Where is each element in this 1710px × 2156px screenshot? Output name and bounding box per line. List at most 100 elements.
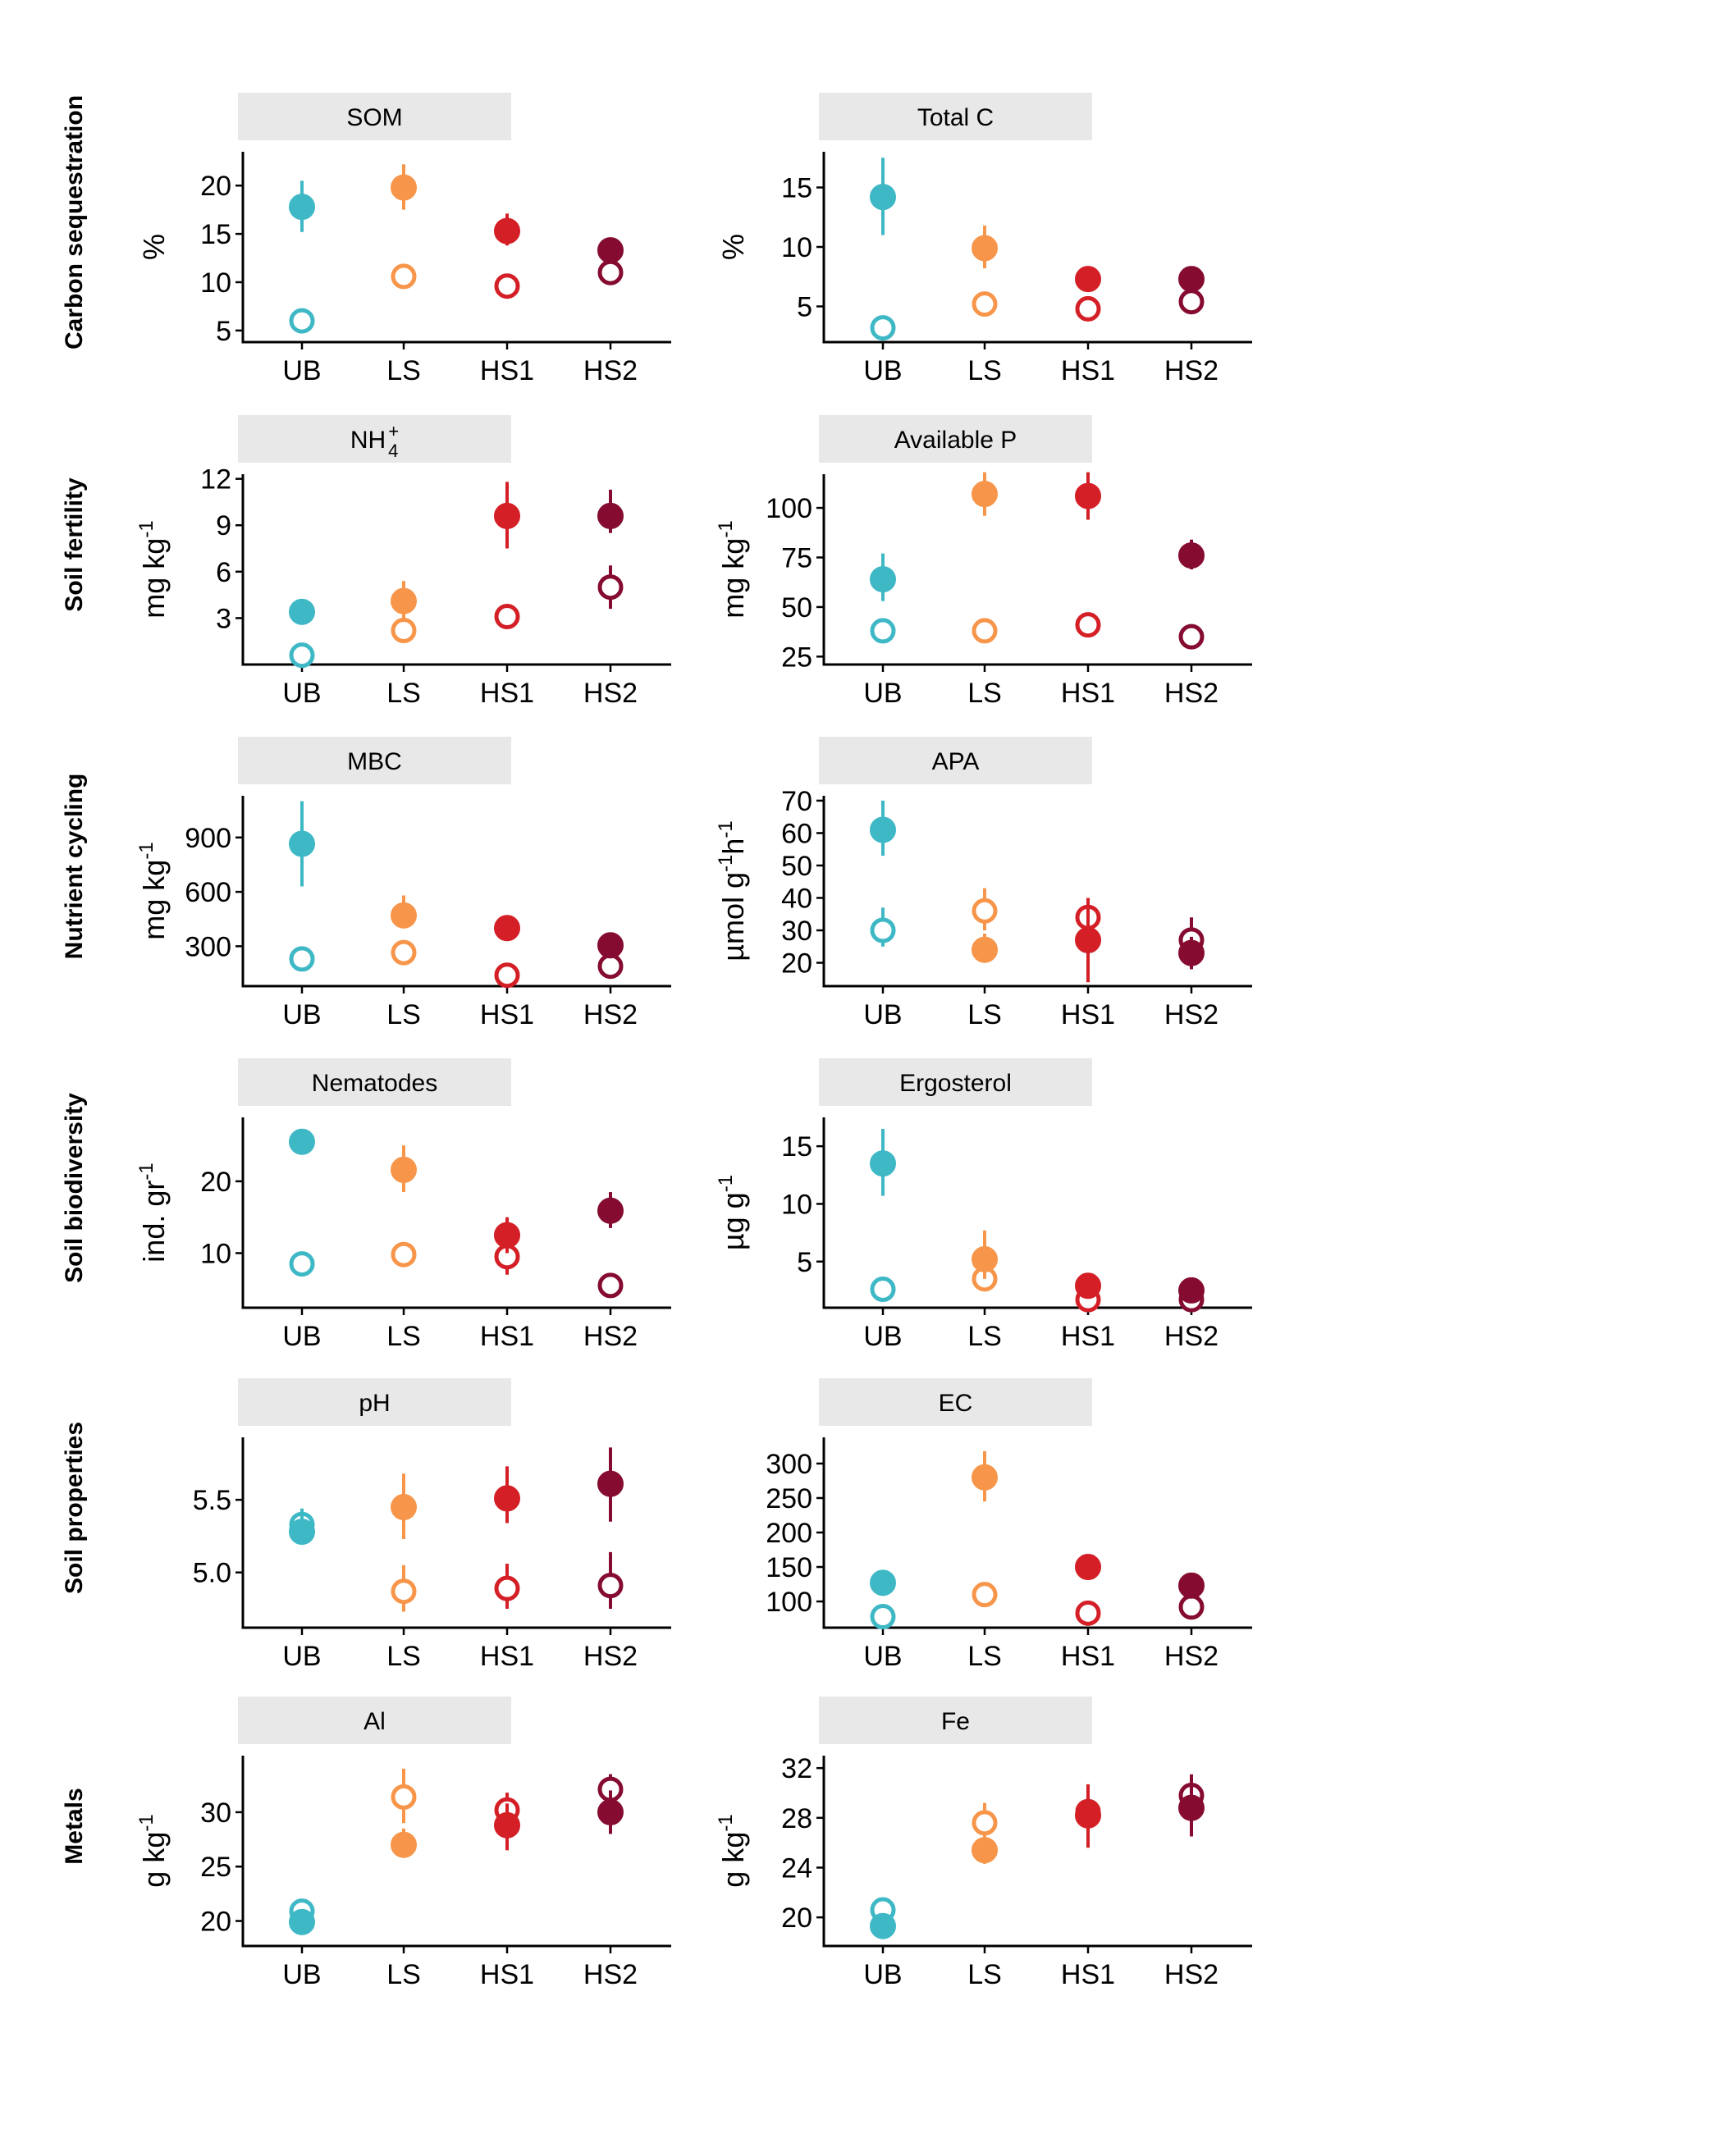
y-tick-label: 5 <box>216 316 231 347</box>
panel-available-p: Available P 25 50 75 100 UB LS HS1 HS2 mg kg-1 <box>715 415 1252 709</box>
point-filled <box>391 902 417 929</box>
y-tick-label: 30 <box>200 1797 231 1829</box>
y-tick-label: 300 <box>766 1449 812 1480</box>
row-label: Soil fertility <box>61 477 88 612</box>
panel-mbc: MBC 300 600 900 UB LS HS1 HS2 mg kg-1 <box>135 737 671 1030</box>
y-tick-label: 5.5 <box>193 1485 231 1516</box>
point-filled <box>972 481 998 508</box>
point-open <box>289 642 315 669</box>
point-filled <box>1075 926 1101 953</box>
x-tick-label: LS <box>967 355 1002 386</box>
x-tick-label: HS2 <box>1164 1959 1218 1990</box>
x-tick-label: LS <box>967 1321 1002 1352</box>
y-tick-label: 10 <box>200 1238 231 1269</box>
panel-title: Nematodes <box>312 1070 437 1097</box>
y-tick-label: 75 <box>781 543 812 574</box>
point-filled <box>494 502 520 529</box>
point-filled <box>597 932 624 959</box>
panel-strip <box>238 93 511 140</box>
row-label: Soil biodiversity <box>61 1093 88 1283</box>
y-axis-label: µmol g-1h-1 <box>715 820 750 962</box>
x-tick-label: HS2 <box>583 1641 638 1672</box>
y-tick-label: 10 <box>200 267 231 299</box>
point-filled <box>1178 266 1205 293</box>
point-filled <box>597 1197 624 1224</box>
y-tick-label: 28 <box>781 1803 812 1834</box>
point-filled <box>1178 1277 1205 1304</box>
point-filled <box>1075 482 1101 509</box>
panel-nematodes: Nematodes 10 20 UB LS HS1 HS2 ind. gr-1 <box>135 1058 671 1352</box>
panel-strip <box>819 1697 1092 1744</box>
point-filled <box>289 598 315 625</box>
y-tick-label: 5.0 <box>193 1558 231 1589</box>
point-filled <box>1075 1802 1101 1829</box>
point-filled <box>1178 939 1205 966</box>
x-tick-label: LS <box>386 355 421 386</box>
x-tick-label: LS <box>967 1641 1002 1672</box>
point-filled <box>870 566 896 593</box>
point-open <box>391 263 417 290</box>
point-filled <box>1075 266 1101 293</box>
x-tick-label: LS <box>386 1321 421 1352</box>
y-tick-label: 3 <box>216 603 231 634</box>
point-filled <box>972 1245 998 1272</box>
y-tick-label: 100 <box>766 1587 812 1618</box>
point-filled <box>494 217 520 244</box>
panel-nh4-: NH +4 3 6 9 12 UB LS HS1 HS2 mg kg-1 <box>135 415 671 709</box>
point-filled <box>597 1798 624 1825</box>
y-tick-label: 9 <box>216 510 231 541</box>
point-filled <box>870 184 896 211</box>
y-axis-label: mg kg-1 <box>715 520 750 618</box>
y-tick-label: 5 <box>797 1247 812 1278</box>
point-filled <box>391 1831 417 1858</box>
point-filled <box>391 1156 417 1183</box>
point-open <box>494 273 520 299</box>
panel-title: Ergosterol <box>899 1070 1012 1097</box>
point-open <box>289 308 315 334</box>
point-filled <box>870 1150 896 1177</box>
panel-title: MBC <box>347 748 402 775</box>
y-axis-label: % <box>137 234 171 260</box>
x-tick-label: HS1 <box>480 1321 534 1352</box>
panel-strip <box>238 1058 511 1106</box>
point-open <box>597 1272 624 1299</box>
point-filled <box>289 1519 315 1546</box>
point-filled <box>597 1470 624 1497</box>
y-tick-label: 20 <box>781 948 812 980</box>
panel-strip <box>238 737 511 784</box>
point-open <box>494 604 520 630</box>
y-tick-label: 100 <box>766 493 812 524</box>
panel-som: SOM 5 10 15 20 UB LS HS1 HS2% <box>137 93 671 386</box>
row-label: Metals <box>61 1788 88 1864</box>
y-tick-label: 200 <box>766 1518 812 1549</box>
point-filled <box>1178 542 1205 569</box>
x-tick-label: HS2 <box>583 355 638 386</box>
point-open <box>972 291 998 317</box>
point-open <box>1075 295 1101 322</box>
y-tick-label: 30 <box>781 916 812 947</box>
panel-title: Total C <box>917 104 994 131</box>
y-tick-label: 25 <box>781 642 812 673</box>
point-filled <box>972 1837 998 1864</box>
panel-strip <box>819 1058 1092 1106</box>
panel-al: Al 20 25 30 UB LS HS1 HS2 g kg-1 <box>135 1697 671 1990</box>
x-tick-label: UB <box>282 999 321 1030</box>
y-tick-label: 5 <box>797 292 812 323</box>
panel-fe: Fe 20 24 28 32 UB LS HS1 HS2 g kg-1 <box>715 1697 1252 1990</box>
point-filled <box>870 1912 896 1939</box>
x-tick-label: HS2 <box>1164 355 1218 386</box>
panel-title: NH +4 <box>350 421 399 461</box>
y-tick-label: 20 <box>200 1167 231 1198</box>
panel-title: EC <box>939 1390 973 1417</box>
x-tick-label: LS <box>386 678 421 709</box>
y-tick-label: 15 <box>781 1131 812 1163</box>
x-tick-label: UB <box>863 1321 902 1352</box>
point-filled <box>972 1464 998 1491</box>
x-tick-label: HS2 <box>583 1959 638 1990</box>
y-axis-label: % <box>716 234 750 260</box>
point-open <box>870 315 896 341</box>
point-filled <box>289 1128 315 1155</box>
x-tick-label: UB <box>863 678 902 709</box>
point-open <box>289 1251 315 1277</box>
